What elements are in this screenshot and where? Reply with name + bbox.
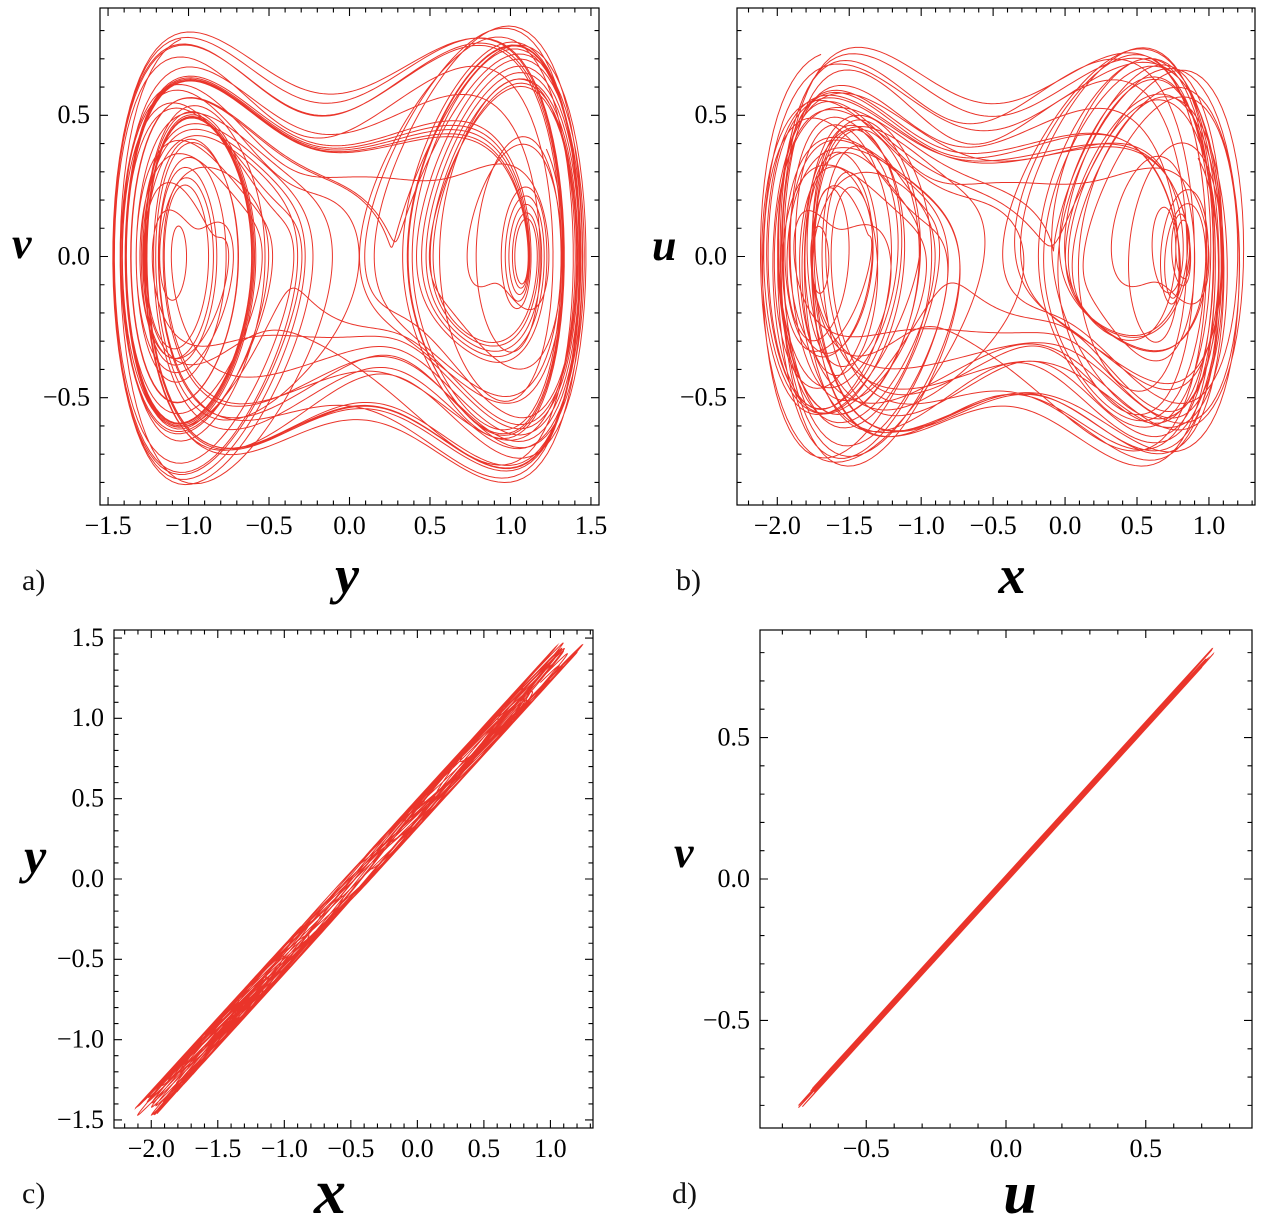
plot-canvas-a	[0, 0, 631, 545]
panel-d: v u d)	[631, 575, 1262, 1232]
plot-canvas-d	[631, 575, 1262, 1232]
panel-d-xlabel: u	[1003, 1160, 1037, 1226]
plot-canvas-b	[631, 0, 1262, 545]
panel-c: y x c)	[0, 575, 631, 1232]
panel-c-xlabel: x	[314, 1156, 346, 1227]
panel-b: u x b)	[631, 0, 1262, 602]
panel-b-ylabel: u	[652, 221, 677, 270]
panel-c-ylabel: y	[24, 828, 47, 884]
plot-canvas-c	[0, 575, 631, 1232]
panel-a-ylabel: v	[12, 219, 32, 268]
panel-a: v y a)	[0, 0, 631, 602]
panel-d-letter: d)	[672, 1177, 697, 1210]
panel-d-ylabel: v	[674, 828, 694, 877]
panel-c-letter: c)	[22, 1177, 46, 1210]
